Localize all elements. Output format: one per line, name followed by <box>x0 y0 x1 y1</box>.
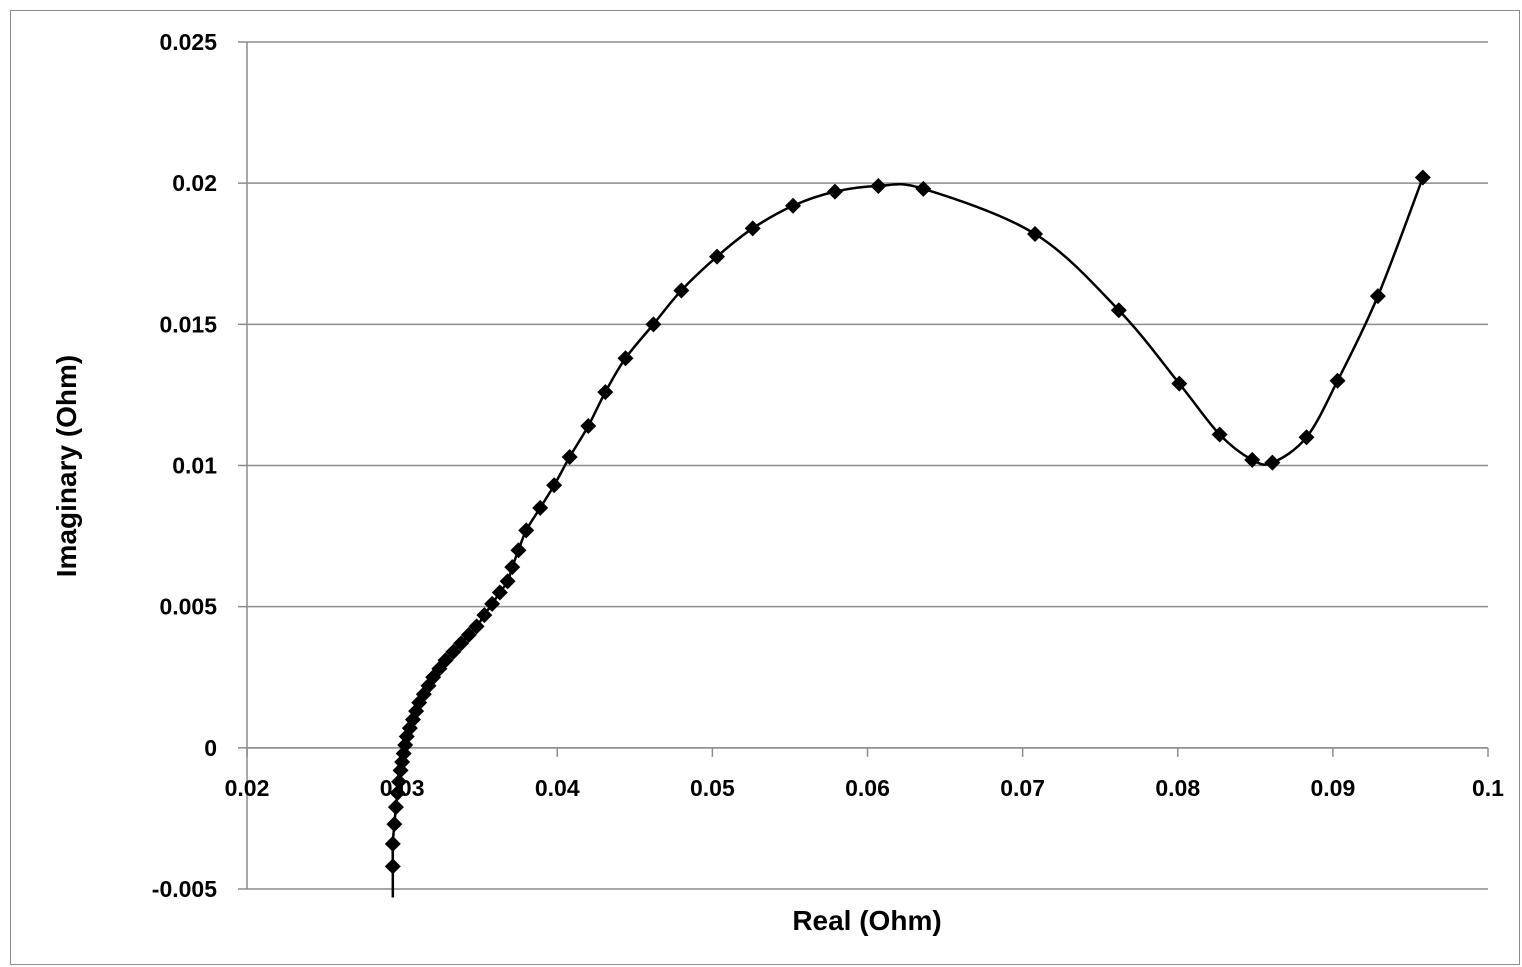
data-point-marker <box>1244 451 1261 468</box>
x-tick-label: 0.02 <box>225 775 270 801</box>
y-tick-label: 0.02 <box>172 170 217 196</box>
data-point-marker <box>597 384 614 401</box>
data-point-marker <box>673 282 690 299</box>
tick-labels: -0.005 0 0.005 0.01 0.015 0.02 0.025 0.02 0.03 0.… <box>152 29 1504 902</box>
data-point-marker <box>870 177 887 194</box>
data-point-marker <box>445 643 462 660</box>
data-point-marker <box>1110 302 1127 319</box>
data-point-marker <box>1414 169 1431 186</box>
data-point-marker <box>518 522 535 539</box>
x-axis-title: Real (Ohm) <box>792 905 941 936</box>
x-tick-label: 0.08 <box>1155 775 1200 801</box>
data-point-marker <box>384 835 401 852</box>
x-tick-label: 0.05 <box>690 775 735 801</box>
data-point-marker <box>484 595 501 612</box>
data-point-marker <box>709 248 726 265</box>
y-tick-label: 0 <box>204 735 217 761</box>
y-tick-label: 0.015 <box>159 311 217 337</box>
x-tick-label: 0.03 <box>380 775 425 801</box>
data-point-marker <box>510 542 527 559</box>
data-point-marker <box>561 449 578 466</box>
data-point-marker <box>546 477 563 494</box>
data-point-marker <box>1211 426 1228 443</box>
data-point-marker <box>915 180 932 197</box>
data-point-marker <box>1027 225 1044 242</box>
data-point-marker <box>491 584 508 601</box>
x-tick-label: 0.09 <box>1310 775 1355 801</box>
data-point-marker <box>386 816 403 833</box>
chart-frame <box>10 10 1520 965</box>
data-point-marker <box>645 316 662 333</box>
data-point-marker <box>476 607 493 624</box>
data-point-marker <box>384 858 401 875</box>
data-point-marker <box>532 499 549 516</box>
data-point-marker <box>1369 288 1386 305</box>
data-point-marker <box>1329 372 1346 389</box>
data-point-marker <box>391 773 408 790</box>
data-point-marker <box>580 417 597 434</box>
x-tick-label: 0.1 <box>1472 775 1504 801</box>
data-point-marker <box>460 626 477 643</box>
data-series <box>384 169 1431 898</box>
data-point-marker <box>744 220 761 237</box>
data-point-marker <box>1264 454 1281 471</box>
data-point-marker <box>468 618 485 635</box>
x-tick-label: 0.06 <box>845 775 890 801</box>
data-point-marker <box>387 799 404 816</box>
x-tick-label: 0.07 <box>1000 775 1045 801</box>
axes <box>238 41 1489 890</box>
data-point-marker <box>453 635 470 652</box>
data-point-marker <box>389 785 406 802</box>
y-tick-label: -0.005 <box>152 876 217 902</box>
data-point-marker <box>499 573 516 590</box>
data-point-marker <box>1171 375 1188 392</box>
x-tick-label: 0.04 <box>535 775 580 801</box>
y-tick-label: 0.005 <box>159 594 217 620</box>
y-tick-label: 0.01 <box>172 453 217 479</box>
data-point-marker <box>1298 429 1315 446</box>
data-point-marker <box>504 559 521 576</box>
gridlines <box>247 41 1488 890</box>
y-axis-title: Imaginary (Ohm) <box>51 355 82 577</box>
data-point-marker <box>785 197 802 214</box>
data-point-marker <box>617 350 634 367</box>
data-point-marker <box>437 652 454 669</box>
data-point-marker <box>826 183 843 200</box>
y-tick-label: 0.025 <box>159 29 217 55</box>
